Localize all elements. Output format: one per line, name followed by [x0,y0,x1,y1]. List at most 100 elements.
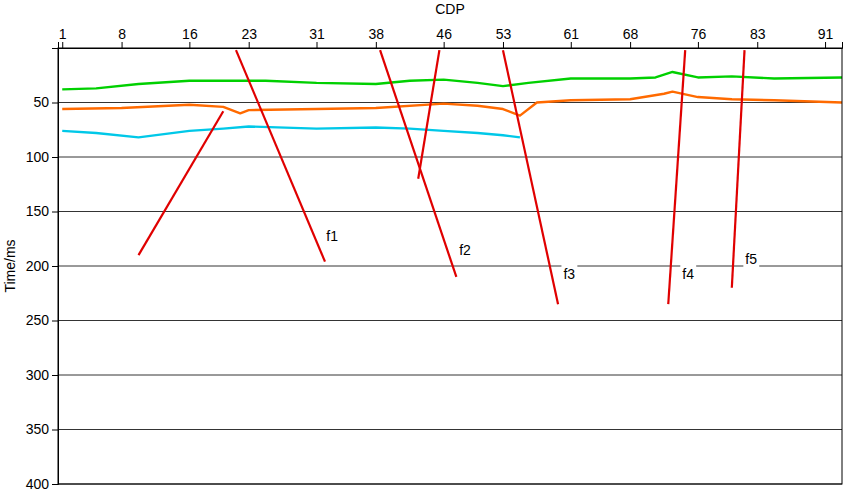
plot: f1 f2 f3 f4 f5 1 8 16 23 31 38 46 53 61 68 76 83 91 50 100 1… [26,26,843,492]
y-axis-title: Time/ms [2,239,18,292]
fault-label-background [743,250,759,268]
x-tick-mark [825,42,826,48]
x-tick-mark [122,42,123,48]
fault-label-group: f1 [324,227,340,245]
y-tick: 350 [26,421,58,437]
x-tick: 91 [818,26,834,48]
fault-line [380,50,456,277]
y-tick-label: 200 [26,258,50,274]
x-tick: 31 [309,26,325,48]
y-tick-mark [52,103,58,104]
x-tick: 16 [182,26,198,48]
x-tick: 23 [241,26,257,48]
x-tick-mark [189,42,190,48]
x-tick-mark [571,42,572,48]
y-tick-mark [52,157,58,158]
series-group [62,50,842,304]
y-tick: 150 [26,203,58,219]
fault-line [732,50,745,288]
fault-label-group: f2 [457,241,473,259]
x-tick-mark [630,42,631,48]
x-tick: 61 [563,26,579,48]
grid-line [58,211,842,212]
y-tick-mark [52,266,58,267]
x-tick-label: 68 [623,26,639,42]
x-tick: 1 [59,26,67,48]
y-tick-label: 250 [26,312,50,328]
x-tick-label: 16 [182,26,198,42]
y-tick: 300 [26,367,58,383]
x-axis-line [59,42,843,49]
y-tick-label: 400 [26,476,50,492]
horizon-line [62,72,842,89]
x-tick: 46 [436,26,452,48]
fault-label: f2 [459,242,471,258]
x-tick-mark [503,42,504,48]
y-tick-mark [52,430,58,431]
plot-background [58,48,842,484]
x-tick-label: 46 [436,26,452,42]
fault-label-background [324,227,340,245]
x-tick-label: 83 [750,26,766,42]
fault-line [236,50,325,261]
x-tick-mark [698,42,699,48]
y-tick: 50 [33,94,58,110]
x-tick: 68 [623,26,639,48]
y-tick: 200 [26,258,58,274]
x-tick-label: 31 [309,26,325,42]
x-tick-label: 8 [118,26,126,42]
x-tick-label: 38 [369,26,385,42]
fault-label: f4 [682,266,694,282]
x-tick: 83 [750,26,766,48]
fault-labels: f1 f2 f3 f4 f5 [324,227,759,282]
x-tick-label: 76 [691,26,707,42]
x-tick-label: 53 [496,26,512,42]
y-tick-mark [52,321,58,322]
x-tick: 76 [691,26,707,48]
x-tick-mark [249,42,250,48]
x-tick-label: 61 [563,26,579,42]
x-tick-mark [62,42,63,48]
y-tick-label: 300 [26,367,50,383]
fault-label: f3 [563,266,575,282]
y-tick-label: 350 [26,421,50,437]
grid-line [58,375,842,376]
x-tick-mark [757,42,758,48]
fault-label-background [561,265,577,283]
y-axis: 50 100 150 200 250 300 350 400 [26,49,59,492]
x-tick: 53 [496,26,512,48]
fault-label: f1 [326,228,338,244]
horizon-line [62,92,842,116]
fault-line [139,111,224,255]
x-tick-label: 23 [241,26,257,42]
x-tick-label: 1 [59,26,67,42]
grid-line [58,157,842,158]
grid-line [58,429,842,430]
fault-label-background [457,241,473,259]
y-tick-label: 100 [26,149,50,165]
fault-label-group: f5 [743,250,759,268]
grid [58,103,842,485]
x-tick-label: 91 [818,26,834,42]
fault-label-group: f3 [561,265,577,283]
y-tick: 100 [26,149,58,165]
chart: f1 f2 f3 f4 f5 1 8 16 23 31 38 46 53 61 68 76 83 91 50 100 1… [0,0,848,493]
horizon-line [62,126,520,137]
fault-label-group: f4 [680,265,696,283]
plot-frame [58,48,842,484]
grid-line [58,320,842,321]
y-tick-mark [52,484,58,485]
x-tick: 38 [369,26,385,48]
fault-label-background [680,265,696,283]
fault-line [503,50,558,304]
x-axis: 1 8 16 23 31 38 46 53 61 68 76 83 91 [59,26,843,49]
y-tick-label: 50 [33,94,49,110]
y-tick-label: 150 [26,203,50,219]
y-tick-mark [52,375,58,376]
x-tick-mark [444,42,445,48]
x-tick: 8 [118,26,126,48]
y-tick-mark [52,212,58,213]
y-tick: 250 [26,312,58,328]
fault-line [418,50,439,179]
x-axis-title: CDP [435,1,465,17]
